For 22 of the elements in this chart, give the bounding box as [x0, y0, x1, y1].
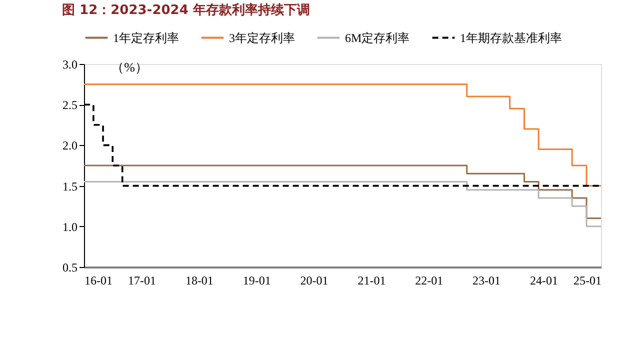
y-tick-label: 3.0 [62, 58, 78, 72]
x-tick-label: 18-01 [185, 274, 214, 288]
legend-label: 1年期存款基准利率 [460, 30, 562, 45]
x-tick-label: 21-01 [358, 274, 386, 288]
x-tick-label: 20-01 [300, 274, 328, 288]
y-tick-label: 1.5 [62, 179, 78, 194]
x-tick-label: 17-01 [128, 274, 156, 288]
legend-label: 1年定存利率 [113, 30, 179, 45]
legend-label: 6M定存利率 [345, 30, 410, 45]
y-axis-title: （%） [111, 60, 148, 74]
x-tick-label: 23-01 [472, 274, 501, 288]
legend-label: 3年定存利率 [229, 30, 295, 45]
x-tick-label: 22-01 [415, 274, 444, 288]
chart-title: 图 12：2023-2024 年存款利率持续下调 [62, 2, 310, 18]
y-tick-label: 2.0 [62, 138, 78, 153]
y-tick-label: 1.0 [62, 220, 78, 234]
x-tick-label: 24-01 [530, 274, 558, 288]
y-tick-label: 0.5 [62, 260, 78, 274]
y-tick-label: 2.5 [62, 98, 78, 112]
x-tick-label: 16-01 [84, 274, 112, 288]
x-tick-label: 25-01 [574, 274, 602, 288]
x-tick-label: 19-01 [242, 274, 271, 288]
